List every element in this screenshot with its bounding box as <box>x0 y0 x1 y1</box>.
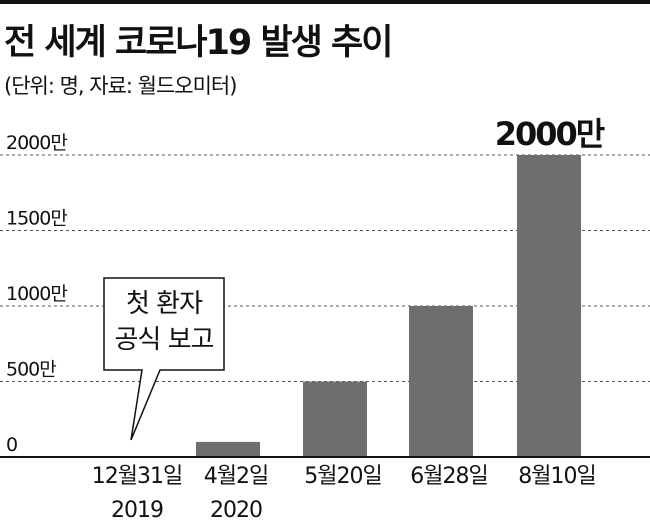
y-tick-label: 1000만 <box>6 283 67 305</box>
x-tick-label: 5월20일 <box>304 464 381 489</box>
bar <box>409 306 473 457</box>
y-tick-label: 0 <box>6 434 17 456</box>
x-tick-label: 2020 <box>210 498 262 523</box>
x-tick-label: 8월10일 <box>518 464 595 489</box>
bar <box>303 381 367 457</box>
chart-title: 전 세계 코로나19 발생 추이 <box>4 23 393 63</box>
x-tick-label: 2019 <box>111 498 163 523</box>
annotation-text: 첫 환자 <box>126 289 203 319</box>
annotation-text: 공식 보고 <box>115 325 214 355</box>
y-tick-label: 2000만 <box>6 132 67 154</box>
annotation-callout-box <box>103 277 225 441</box>
data-label: 2000만 <box>495 115 605 153</box>
x-tick-label: 6월28일 <box>410 464 487 489</box>
chart-subtitle: (단위: 명, 자료: 월드오미터) <box>4 74 237 98</box>
y-tick-label: 1500만 <box>6 208 67 230</box>
y-tick-label: 500만 <box>6 359 56 381</box>
x-tick-label: 4월2일 <box>204 464 268 489</box>
top-rule <box>0 0 650 4</box>
bar <box>196 441 260 457</box>
bar <box>517 155 581 457</box>
x-tick-label: 12월31일 <box>92 464 182 489</box>
